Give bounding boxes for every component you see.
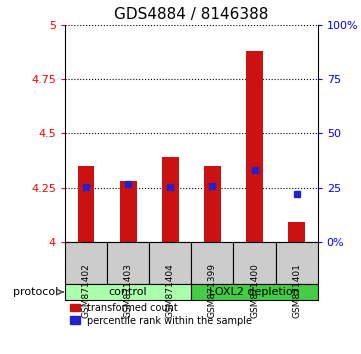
FancyBboxPatch shape xyxy=(65,242,107,284)
Bar xyxy=(204,166,221,242)
FancyBboxPatch shape xyxy=(107,242,149,284)
FancyBboxPatch shape xyxy=(275,242,318,284)
Bar xyxy=(162,157,179,242)
Text: GSM871403: GSM871403 xyxy=(124,263,132,318)
FancyBboxPatch shape xyxy=(234,242,275,284)
Legend: transformed count, percentile rank within the sample: transformed count, percentile rank withi… xyxy=(70,303,252,326)
FancyBboxPatch shape xyxy=(191,284,318,300)
Text: control: control xyxy=(109,287,147,297)
Text: GSM871399: GSM871399 xyxy=(208,263,217,318)
Bar xyxy=(120,181,136,242)
Text: LOXL2 depletion: LOXL2 depletion xyxy=(209,287,300,297)
Bar xyxy=(78,166,95,242)
Bar xyxy=(288,222,305,242)
Title: GDS4884 / 8146388: GDS4884 / 8146388 xyxy=(114,7,269,22)
Text: protocol: protocol xyxy=(13,287,58,297)
FancyBboxPatch shape xyxy=(65,284,191,300)
FancyBboxPatch shape xyxy=(149,242,191,284)
Bar xyxy=(246,51,263,242)
Text: GSM871401: GSM871401 xyxy=(292,263,301,318)
Text: GSM871402: GSM871402 xyxy=(82,263,91,318)
FancyBboxPatch shape xyxy=(191,242,234,284)
Text: GSM871400: GSM871400 xyxy=(250,263,259,318)
Text: GSM871404: GSM871404 xyxy=(166,263,175,318)
